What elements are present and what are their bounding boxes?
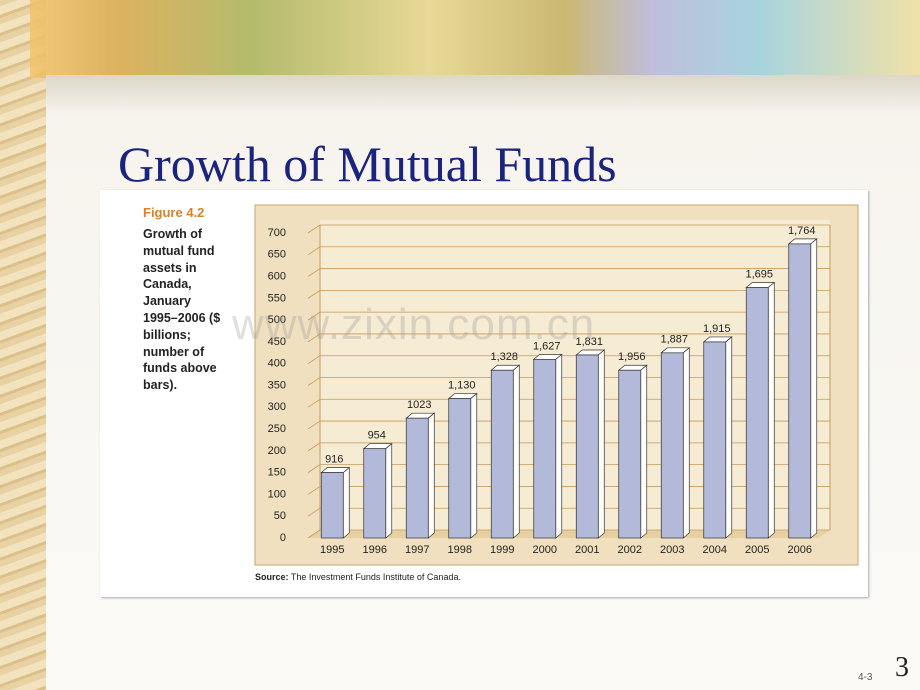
y-tick-label: 550 <box>268 292 286 304</box>
bar-side <box>385 442 393 539</box>
x-tick-label: 2004 <box>703 544 727 556</box>
bar-side <box>725 336 733 539</box>
figure-label: Figure 4.2 <box>143 205 205 220</box>
bar <box>703 341 727 539</box>
x-tick-label: 2001 <box>575 544 599 556</box>
floor <box>308 530 830 538</box>
grid-line-side <box>307 377 321 386</box>
grid-line-side <box>307 224 321 234</box>
grid-line-side <box>307 442 321 452</box>
bar <box>405 417 429 539</box>
fund-count-label: 1,956 <box>618 351 646 363</box>
x-tick-label: 1996 <box>363 544 387 556</box>
grid-line-side <box>307 246 321 256</box>
bar <box>788 243 812 539</box>
slide-title: Growth of Mutual Funds <box>118 136 617 192</box>
bar <box>533 359 557 539</box>
fund-count-label: 1,887 <box>660 334 688 346</box>
fund-count-label: 1,627 <box>533 340 561 352</box>
fund-count-label: 1023 <box>407 399 431 411</box>
bar <box>320 472 344 539</box>
bar-side <box>470 392 478 539</box>
grid-line-side <box>307 529 321 539</box>
grid-line-side <box>307 290 321 299</box>
grid-line-side <box>307 464 321 473</box>
bar-side <box>640 364 648 539</box>
y-tick-label: 700 <box>268 227 286 239</box>
bar <box>660 352 684 539</box>
bar <box>618 369 642 539</box>
y-tick-label: 600 <box>268 270 286 282</box>
fund-count-label: 1,695 <box>745 268 773 280</box>
y-tick-label: 100 <box>268 488 286 500</box>
fund-count-label: 1,915 <box>703 323 731 335</box>
bar-side <box>427 412 435 539</box>
fund-count-label: 1,831 <box>575 336 603 348</box>
x-tick-label: 2006 <box>788 544 812 556</box>
source-label: Source: <box>255 572 289 582</box>
y-tick-label: 450 <box>268 336 286 348</box>
bar-side <box>597 349 605 539</box>
x-tick-label: 2000 <box>533 544 557 556</box>
x-tick-label: 1999 <box>490 544 514 556</box>
x-tick-label: 2003 <box>660 544 684 556</box>
fund-count-label: 1,130 <box>448 379 476 391</box>
slide-ref: 4-3 <box>858 672 873 683</box>
grid-line-side <box>307 398 321 408</box>
side-strip <box>0 0 46 690</box>
y-tick-label: 150 <box>268 467 286 479</box>
fund-count-label: 1,328 <box>490 351 518 363</box>
bar-side <box>767 281 775 539</box>
grid-line-side <box>307 333 321 343</box>
y-tick-label: 250 <box>268 423 286 435</box>
grid-line-side <box>307 311 321 321</box>
bar <box>448 398 472 539</box>
y-tick-label: 350 <box>268 379 286 391</box>
bar-side <box>682 347 690 539</box>
y-tick-label: 400 <box>268 358 286 370</box>
y-tick-label: 500 <box>268 314 286 326</box>
bar <box>745 287 769 539</box>
bar <box>363 448 387 539</box>
y-tick-label: 200 <box>268 445 286 457</box>
y-tick-label: 650 <box>268 249 286 261</box>
fund-count-label: 916 <box>325 454 343 466</box>
bar-side <box>512 364 520 539</box>
y-tick-label: 0 <box>280 532 286 544</box>
banner <box>30 0 920 78</box>
grid-line-side <box>307 507 321 517</box>
y-tick-label: 300 <box>268 401 286 413</box>
x-tick-label: 1997 <box>405 544 429 556</box>
bar <box>490 369 514 539</box>
y-tick-label: 50 <box>274 510 286 522</box>
bar-side <box>555 353 563 539</box>
fund-count-label: 954 <box>368 430 386 442</box>
x-tick-label: 1998 <box>448 544 472 556</box>
bar-side <box>810 238 818 539</box>
bar <box>575 354 599 539</box>
back-wall <box>320 220 830 530</box>
grid-line-side <box>307 355 321 365</box>
fund-count-label: 1,764 <box>788 225 816 237</box>
grid-line-side <box>307 486 321 495</box>
source-text: The Investment Funds Institute of Canada… <box>290 572 461 582</box>
x-tick-label: 2005 <box>745 544 769 556</box>
source: Source: The Investment Funds Institute o… <box>255 572 461 582</box>
page-number: 3 <box>895 652 909 683</box>
watermark: www.zixin.com.cn <box>232 300 596 349</box>
grid-line-side <box>307 420 321 430</box>
x-tick-label: 2002 <box>618 544 642 556</box>
bar-side <box>342 466 350 539</box>
grid-line-side <box>307 268 321 277</box>
x-tick-label: 1995 <box>320 544 344 556</box>
figure-caption: Growth of mutual fund assets in Canada, … <box>143 227 221 393</box>
